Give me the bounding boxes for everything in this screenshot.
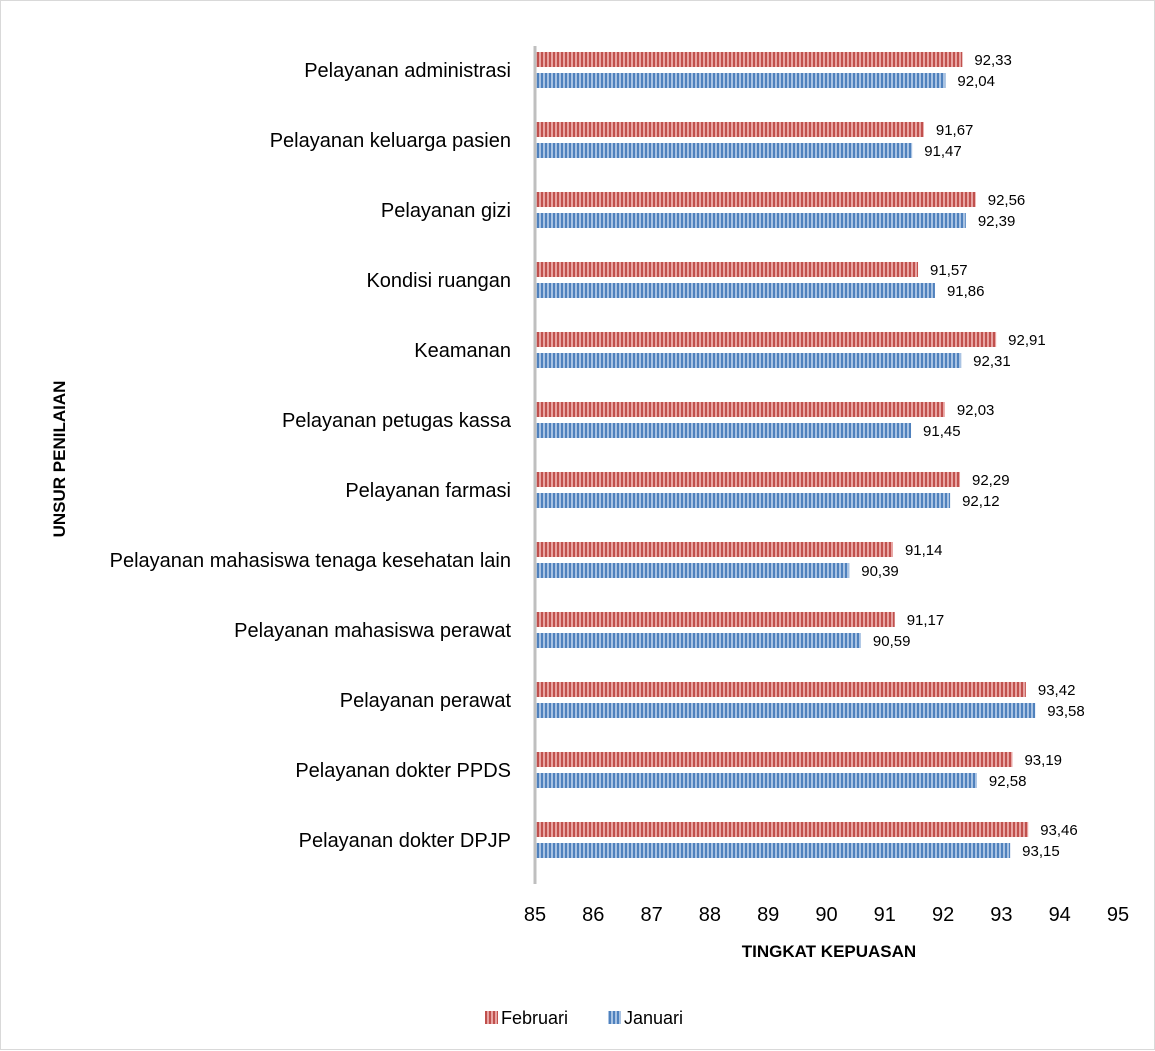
bar-februari — [536, 262, 919, 277]
data-label: 91,17 — [907, 612, 945, 629]
data-label: 92,58 — [989, 773, 1027, 790]
data-label: 92,04 — [957, 73, 995, 90]
category-label: Pelayanan gizi — [381, 200, 511, 222]
data-label: 93,19 — [1024, 752, 1062, 769]
bar-januari — [536, 283, 935, 298]
category-label: Pelayanan keluarga pasien — [270, 130, 511, 152]
category-labels-group: Pelayanan administrasi Pelayanan keluarga… — [110, 60, 512, 852]
data-label: 92,56 — [988, 192, 1026, 209]
data-label: 92,29 — [972, 472, 1010, 489]
x-tick-labels-group: 85 86 87 88 89 90 91 92 93 94 95 — [524, 904, 1129, 926]
data-label: 92,03 — [957, 402, 995, 419]
bar-januari — [536, 703, 1036, 718]
data-label: 91,57 — [930, 262, 968, 279]
category-label: Pelayanan dokter PPDS — [295, 760, 511, 782]
legend-label-januari: Januari — [624, 1008, 683, 1028]
data-label: 92,33 — [974, 52, 1012, 69]
data-label: 93,42 — [1038, 682, 1076, 699]
x-tick-label: 91 — [874, 904, 896, 926]
bar-januari — [536, 353, 962, 368]
y-axis-title: UNSUR PENILAIAN — [50, 381, 69, 538]
data-label: 91,86 — [947, 283, 985, 300]
data-label: 91,14 — [905, 542, 943, 559]
legend-label-februari: Februari — [501, 1008, 568, 1028]
bar-februari — [536, 402, 945, 417]
data-label: 92,12 — [962, 493, 1000, 510]
x-tick-label: 95 — [1107, 904, 1129, 926]
category-label: Kondisi ruangan — [366, 270, 511, 292]
bar-januari — [536, 843, 1011, 858]
bar-februari — [536, 612, 895, 627]
bar-januari — [536, 213, 966, 228]
x-tick-label: 89 — [757, 904, 779, 926]
data-label: 90,59 — [873, 633, 911, 650]
data-label: 92,91 — [1008, 332, 1046, 349]
data-label: 92,39 — [978, 213, 1016, 230]
x-tick-label: 86 — [582, 904, 604, 926]
bar-februari — [536, 122, 924, 137]
data-label: 91,47 — [924, 143, 962, 160]
data-label: 93,46 — [1040, 822, 1078, 839]
bar-februari — [536, 752, 1013, 767]
category-label: Pelayanan dokter DPJP — [299, 830, 511, 852]
category-label: Keamanan — [414, 340, 511, 362]
x-axis-title: TINGKAT KEPUASAN — [742, 942, 916, 961]
x-tick-label: 94 — [1049, 904, 1071, 926]
data-label: 93,15 — [1022, 843, 1060, 860]
x-tick-label: 88 — [699, 904, 721, 926]
bar-januari — [536, 563, 850, 578]
bar-januari — [536, 633, 861, 648]
bar-februari — [536, 332, 997, 347]
bar-januari — [536, 143, 913, 158]
data-label: 91,45 — [923, 423, 961, 440]
bar-januari — [536, 773, 977, 788]
category-label: Pelayanan administrasi — [304, 60, 511, 82]
x-tick-label: 90 — [815, 904, 837, 926]
x-tick-label: 85 — [524, 904, 546, 926]
bars-group — [536, 52, 1036, 858]
bar-februari — [536, 682, 1026, 697]
category-label: Pelayanan petugas kassa — [282, 410, 512, 432]
value-labels-group: 92,33 92,04 91,67 91,47 92,56 92,39 91,57 91,86… — [861, 52, 1085, 860]
category-label: Pelayanan perawat — [340, 690, 512, 712]
legend: Februari Januari — [485, 1008, 683, 1028]
bar-februari — [536, 822, 1029, 837]
data-label: 91,67 — [936, 122, 974, 139]
data-label: 93,58 — [1047, 703, 1085, 720]
bar-februari — [536, 472, 961, 487]
bar-februari — [536, 52, 963, 67]
data-label: 92,31 — [973, 353, 1011, 370]
category-label: Pelayanan mahasiswa perawat — [234, 620, 511, 642]
x-tick-label: 87 — [640, 904, 662, 926]
bar-januari — [536, 423, 912, 438]
bar-januari — [536, 493, 951, 508]
bar-januari — [536, 73, 946, 88]
legend-swatch-januari — [608, 1011, 621, 1024]
bar-februari — [536, 542, 893, 557]
category-label: Pelayanan mahasiswa tenaga kesehatan lai… — [110, 550, 511, 572]
x-tick-label: 93 — [990, 904, 1012, 926]
category-label: Pelayanan farmasi — [345, 480, 511, 502]
data-label: 90,39 — [861, 563, 899, 580]
x-tick-label: 92 — [932, 904, 954, 926]
legend-swatch-februari — [485, 1011, 498, 1024]
bar-februari — [536, 192, 976, 207]
